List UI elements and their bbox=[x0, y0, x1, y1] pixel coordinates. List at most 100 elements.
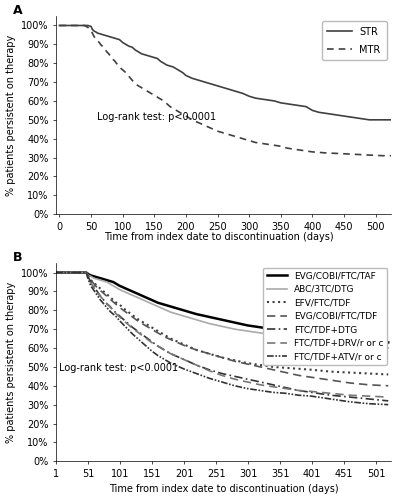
MTR bbox=[241, 136, 245, 141]
EVG/COBI/FTC/TAF bbox=[117, 283, 122, 289]
FTC/TDF+DTG bbox=[156, 343, 160, 349]
ABC/3TC/DTG bbox=[89, 274, 93, 280]
FTC/TDF+ATV/r or c bbox=[181, 366, 186, 372]
ABC/3TC/DTG bbox=[175, 311, 179, 317]
Line: EVG/COBI/FTC/TAF: EVG/COBI/FTC/TAF bbox=[56, 272, 388, 342]
FTC/TDF+DRV/r or c bbox=[108, 304, 112, 310]
FTC/TDF+DRV/r or c bbox=[114, 311, 119, 317]
ABC/3TC/DTG bbox=[111, 283, 116, 289]
STR bbox=[123, 42, 128, 48]
MTR bbox=[133, 81, 138, 87]
ABC/3TC/DTG bbox=[168, 309, 173, 315]
EVG/COBI/FTC/TAF bbox=[181, 308, 186, 314]
EFV/FTC/TDF bbox=[156, 328, 160, 334]
FTC/TDF+DTG bbox=[108, 304, 112, 310]
EVG/COBI/FTC/TAF bbox=[271, 326, 276, 332]
ABC/3TC/DTG bbox=[101, 278, 106, 284]
FTC/TDF+DRV/r or c bbox=[283, 386, 288, 392]
EVG/COBI/FTC/TDF bbox=[143, 322, 148, 328]
EVG/COBI/FTC/TAF bbox=[85, 270, 90, 276]
EVG/COBI/FTC/TAF bbox=[143, 294, 148, 300]
FTC/TDF+DRV/r or c bbox=[92, 284, 96, 290]
FTC/TDF+DRV/r or c bbox=[245, 379, 250, 385]
ABC/3TC/DTG bbox=[296, 334, 301, 340]
FTC/TDF+DRV/r or c bbox=[181, 356, 186, 362]
EFV/FTC/TDF bbox=[386, 372, 391, 378]
EVG/COBI/FTC/TDF bbox=[175, 340, 179, 345]
Text: Log-rank test: p<0.0001: Log-rank test: p<0.0001 bbox=[59, 362, 178, 372]
EVG/COBI/FTC/TDF bbox=[137, 318, 141, 324]
EFV/FTC/TDF bbox=[114, 300, 119, 306]
EFV/FTC/TDF bbox=[98, 286, 103, 292]
EFV/FTC/TDF bbox=[245, 360, 250, 366]
EFV/FTC/TDF bbox=[137, 316, 141, 322]
FTC/TDF+DRV/r or c bbox=[104, 300, 109, 306]
EVG/COBI/FTC/TDF bbox=[89, 277, 93, 283]
FTC/TDF+ATV/r or c bbox=[232, 383, 237, 389]
ABC/3TC/DTG bbox=[162, 306, 167, 312]
EVG/COBI/FTC/TAF bbox=[92, 274, 96, 280]
STR bbox=[209, 81, 214, 87]
FTC/TDF+DTG bbox=[245, 376, 250, 382]
FTC/TDF+DTG bbox=[271, 382, 276, 388]
EVG/COBI/FTC/TAF bbox=[328, 334, 333, 340]
FTC/TDF+DTG bbox=[232, 374, 237, 380]
EVG/COBI/FTC/TDF bbox=[123, 309, 128, 315]
FTC/TDF+DTG bbox=[87, 275, 91, 281]
EVG/COBI/FTC/TAF bbox=[175, 306, 179, 312]
STR bbox=[164, 62, 169, 68]
EFV/FTC/TDF bbox=[162, 332, 167, 338]
EVG/COBI/FTC/TAF bbox=[162, 302, 167, 308]
EVG/COBI/FTC/TAF bbox=[207, 314, 212, 320]
FTC/TDF+ATV/r or c bbox=[296, 392, 301, 398]
FTC/TDF+DTG bbox=[258, 379, 263, 385]
EVG/COBI/FTC/TDF bbox=[162, 334, 167, 340]
FTC/TDF+DRV/r or c bbox=[87, 276, 91, 282]
FTC/TDF+ATV/r or c bbox=[143, 342, 148, 348]
Line: FTC/TDF+DRV/r or c: FTC/TDF+DRV/r or c bbox=[56, 272, 388, 397]
FTC/TDF+ATV/r or c bbox=[367, 400, 372, 406]
FTC/TDF+DTG bbox=[101, 297, 106, 303]
X-axis label: Time from index date to discontinuation (days): Time from index date to discontinuation … bbox=[109, 484, 339, 494]
FTC/TDF+DTG bbox=[194, 362, 199, 368]
FTC/TDF+ATV/r or c bbox=[108, 308, 112, 314]
MTR bbox=[380, 152, 384, 158]
MTR bbox=[57, 22, 62, 28]
Line: FTC/TDF+ATV/r or c: FTC/TDF+ATV/r or c bbox=[56, 272, 388, 404]
FTC/TDF+DRV/r or c bbox=[258, 382, 263, 388]
FTC/TDF+ATV/r or c bbox=[283, 390, 288, 396]
EVG/COBI/FTC/TDF bbox=[111, 299, 116, 305]
FTC/TDF+DRV/r or c bbox=[386, 394, 391, 400]
EVG/COBI/FTC/TAF bbox=[104, 277, 109, 283]
EFV/FTC/TDF bbox=[367, 370, 372, 376]
FTC/TDF+DTG bbox=[123, 318, 128, 324]
FTC/TDF+DRV/r or c bbox=[89, 280, 93, 286]
ABC/3TC/DTG bbox=[258, 330, 263, 336]
EVG/COBI/FTC/TAF bbox=[95, 274, 100, 280]
ABC/3TC/DTG bbox=[232, 326, 237, 332]
ABC/3TC/DTG bbox=[117, 286, 122, 292]
ABC/3TC/DTG bbox=[108, 281, 112, 287]
FTC/TDF+DTG bbox=[85, 272, 90, 278]
STR bbox=[348, 114, 353, 120]
FTC/TDF+ATV/r or c bbox=[54, 270, 59, 276]
FTC/TDF+DRV/r or c bbox=[232, 376, 237, 382]
EFV/FTC/TDF bbox=[258, 362, 263, 368]
ABC/3TC/DTG bbox=[149, 300, 154, 306]
EVG/COBI/FTC/TDF bbox=[194, 347, 199, 353]
EFV/FTC/TDF bbox=[175, 338, 179, 344]
FTC/TDF+DTG bbox=[89, 279, 93, 285]
ABC/3TC/DTG bbox=[194, 316, 199, 322]
FTC/TDF+DTG bbox=[162, 347, 167, 353]
FTC/TDF+ATV/r or c bbox=[156, 352, 160, 358]
ABC/3TC/DTG bbox=[220, 324, 224, 330]
EFV/FTC/TDF bbox=[123, 308, 128, 314]
FTC/TDF+DRV/r or c bbox=[156, 343, 160, 349]
Line: EVG/COBI/FTC/TDF: EVG/COBI/FTC/TDF bbox=[56, 272, 388, 386]
MTR bbox=[310, 149, 315, 155]
FTC/TDF+ATV/r or c bbox=[123, 324, 128, 330]
FTC/TDF+ATV/r or c bbox=[98, 297, 103, 303]
EFV/FTC/TDF bbox=[283, 365, 288, 371]
FTC/TDF+ATV/r or c bbox=[168, 360, 173, 366]
FTC/TDF+DRV/r or c bbox=[162, 347, 167, 353]
